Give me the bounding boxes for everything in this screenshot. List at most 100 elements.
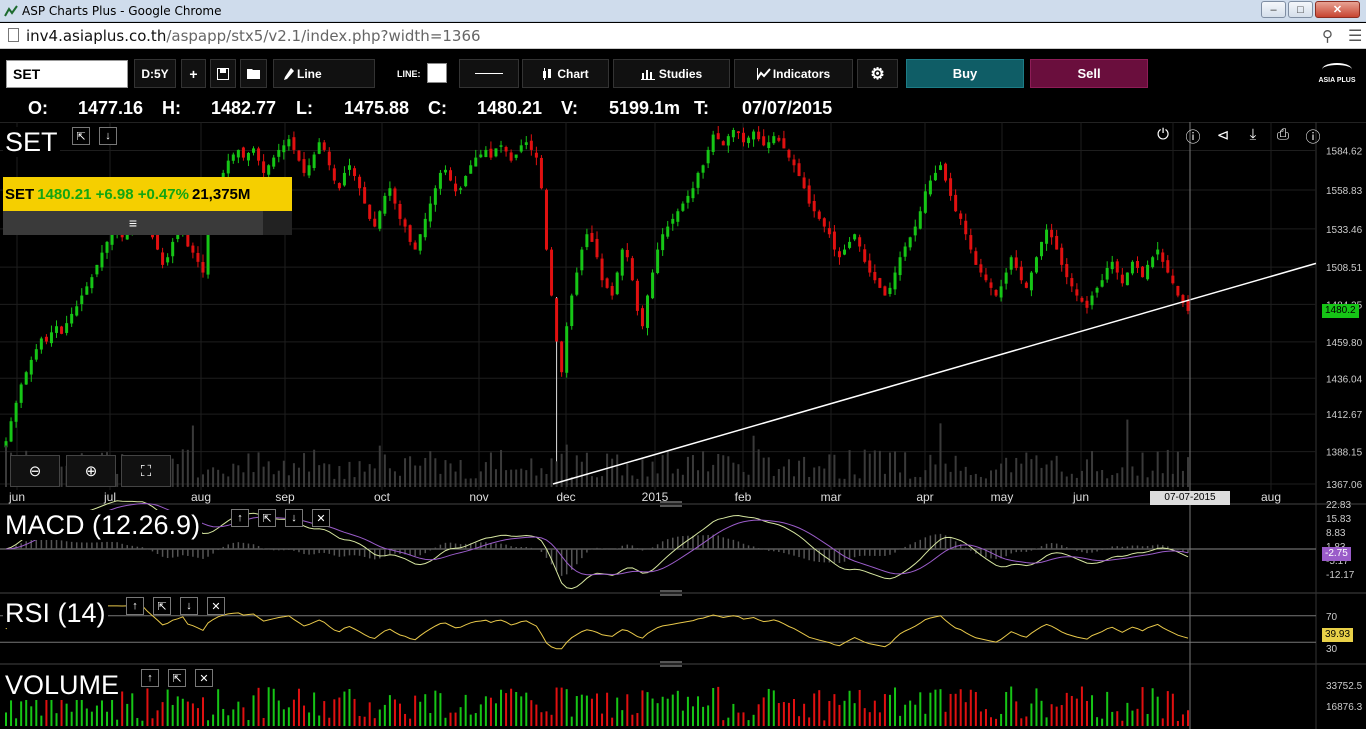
symbol-input[interactable]: [6, 60, 128, 88]
volume-bar: [272, 688, 275, 726]
volume-bar: [1181, 714, 1184, 726]
candle-body: [1024, 282, 1028, 288]
fit-screen-button[interactable]: ⛶: [121, 455, 171, 487]
candle-body: [903, 246, 907, 257]
volume-expand-button[interactable]: ⇱: [168, 669, 186, 687]
rsi-close-button[interactable]: ✕: [207, 597, 225, 615]
chart-canvas[interactable]: 1584.621558.831533.461508.511484.251459.…: [0, 122, 1366, 729]
print-icon[interactable]: ⎙: [1276, 126, 1289, 143]
candle-body: [1075, 289, 1079, 296]
overlay-volume-bar: [661, 455, 664, 487]
overlay-volume-bar: [1010, 472, 1013, 487]
rsi-down-button[interactable]: ↓: [180, 597, 198, 615]
candle-body: [454, 183, 458, 192]
info-icon[interactable]: ⓘ: [1185, 129, 1201, 146]
macd-up-button[interactable]: ↑: [231, 509, 249, 527]
studies-menu-button[interactable]: Studies: [613, 59, 730, 88]
overlay-volume-bar: [363, 471, 366, 487]
macd-axis-label: 15.83: [1326, 514, 1351, 525]
overlay-volume-bar: [1111, 474, 1114, 487]
volume-bar: [50, 699, 53, 726]
line-tool-button[interactable]: Line: [273, 59, 375, 88]
expand-icon: ⇱: [76, 130, 86, 143]
overlay-volume-bar: [979, 476, 982, 487]
overlay-volume-bar: [959, 470, 962, 487]
main-pane-down-button[interactable]: ↓: [99, 127, 117, 145]
high-value: 1482.77: [211, 98, 277, 118]
volume-bar: [616, 697, 619, 726]
indicators-menu-button[interactable]: Indicators: [734, 59, 853, 88]
maximize-button[interactable]: □: [1288, 1, 1313, 18]
minimize-button[interactable]: –: [1261, 1, 1286, 18]
overlay-volume-bar: [515, 469, 518, 487]
address-bar[interactable]: inv4.asiaplus.co.th/aspapp/stx5/v2.1/ind…: [0, 23, 1366, 49]
rsi-expand-button[interactable]: ⇱: [153, 597, 171, 615]
overlay-volume-bar: [252, 472, 255, 487]
volume-bar: [399, 703, 401, 726]
candle-body: [822, 218, 826, 227]
candle-body: [817, 211, 821, 219]
volume-bar: [484, 696, 487, 726]
sell-button[interactable]: Sell: [1030, 59, 1148, 88]
macd-close-button[interactable]: ✕: [312, 509, 330, 527]
volume-bar: [141, 720, 144, 726]
macd-expand-button[interactable]: ⇱: [258, 509, 276, 527]
overlay-volume-bar: [838, 478, 841, 487]
volume-bar: [1176, 720, 1179, 726]
volume-bar: [358, 715, 361, 726]
overlay-volume-bar: [848, 450, 851, 487]
candle-body: [332, 168, 336, 181]
macd-down-button[interactable]: ↓: [285, 509, 303, 527]
add-button[interactable]: +: [181, 59, 206, 88]
settings-button[interactable]: ⚙: [857, 59, 898, 88]
candle-body: [312, 154, 316, 169]
power-icon[interactable]: ⏻: [1157, 126, 1169, 143]
overlay-volume-bar: [545, 473, 548, 487]
zoom-icon[interactable]: ⚲: [1322, 28, 1333, 45]
overlay-volume-bar: [732, 462, 735, 487]
volume-bar: [803, 703, 806, 726]
volume-bar: [242, 707, 245, 726]
overlay-volume-bar: [510, 469, 513, 487]
volume-up-button[interactable]: ↑: [141, 669, 159, 687]
overlay-volume-bar: [358, 461, 361, 487]
url-text[interactable]: inv4.asiaplus.co.th/aspapp/stx5/v2.1/ind…: [26, 27, 481, 45]
volume-bar: [328, 717, 331, 726]
month-label: apr: [916, 490, 933, 504]
period-button[interactable]: D:5Y: [134, 59, 176, 88]
volume-bar: [1040, 700, 1043, 726]
chart-menu-button[interactable]: Chart: [522, 59, 609, 88]
volume-bar: [641, 690, 644, 726]
volume-bar: [995, 718, 998, 726]
volume-bar: [378, 709, 381, 726]
line-style-button[interactable]: [459, 59, 519, 88]
save-button[interactable]: [210, 59, 236, 88]
gear-icon: ⚙: [870, 65, 885, 83]
chrome-menu-icon[interactable]: ☰: [1348, 28, 1363, 45]
candle-body: [302, 159, 306, 173]
candle-body: [812, 200, 816, 212]
buy-button[interactable]: Buy: [906, 59, 1024, 88]
zoom-in-button[interactable]: ⊕: [66, 455, 116, 487]
rsi-up-button[interactable]: ↑: [126, 597, 144, 615]
folder-icon: [247, 69, 260, 79]
candle-body: [701, 165, 705, 173]
main-pane-expand-button[interactable]: ⇱: [72, 127, 90, 145]
open-button[interactable]: [240, 59, 267, 88]
zoom-out-button[interactable]: ⊖: [10, 455, 60, 487]
candle-body: [726, 136, 730, 146]
volume-bar: [979, 711, 982, 726]
quote-menu-button[interactable]: ≡: [3, 211, 263, 235]
chart-area[interactable]: 1584.621558.831533.461508.511484.251459.…: [0, 122, 1366, 729]
volume-close-button[interactable]: ✕: [195, 669, 213, 687]
overlay-volume-bar: [247, 453, 250, 487]
candle-body: [408, 225, 412, 242]
candle-body: [504, 146, 508, 152]
share-icon[interactable]: ⊲: [1216, 127, 1230, 144]
close-button[interactable]: ✕: [1315, 1, 1360, 18]
overlay-volume-bar: [424, 457, 427, 487]
download-icon[interactable]: ⤓: [1249, 126, 1257, 143]
help-icon[interactable]: ⓘ: [1305, 129, 1321, 146]
overlay-volume-bar: [934, 464, 937, 487]
line-color-swatch[interactable]: [427, 63, 447, 83]
